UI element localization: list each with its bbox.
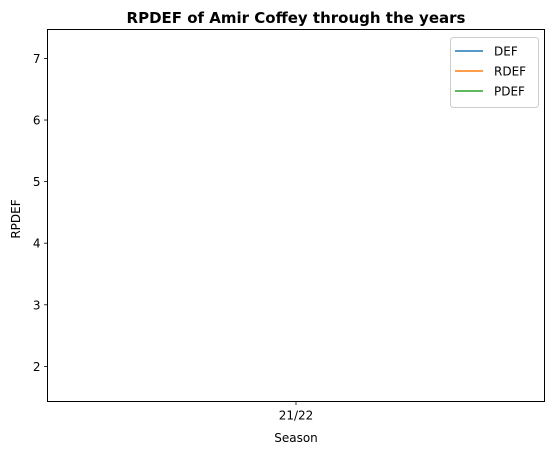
y-tick-label: 3 (33, 298, 41, 312)
y-axis-label: RPDEF (9, 199, 23, 238)
legend-box (450, 37, 539, 108)
x-tick-label: 21/22 (279, 409, 314, 423)
legend: DEF RDEF PDEF (450, 37, 539, 108)
legend-label: PDEF (494, 85, 525, 99)
x-axis-label: Season (274, 431, 318, 445)
x-axis: 21/22 (279, 401, 314, 423)
legend-label: DEF (494, 45, 518, 59)
y-tick-label: 6 (33, 114, 41, 128)
y-tick-label: 4 (33, 237, 41, 251)
y-tick-label: 2 (33, 360, 41, 374)
y-axis: 2 3 4 5 6 7 (33, 52, 48, 374)
legend-label: RDEF (494, 65, 526, 79)
y-tick-label: 5 (33, 175, 41, 189)
y-tick-label: 7 (33, 52, 41, 66)
chart-title: RPDEF of Amir Coffey through the years (127, 9, 466, 27)
